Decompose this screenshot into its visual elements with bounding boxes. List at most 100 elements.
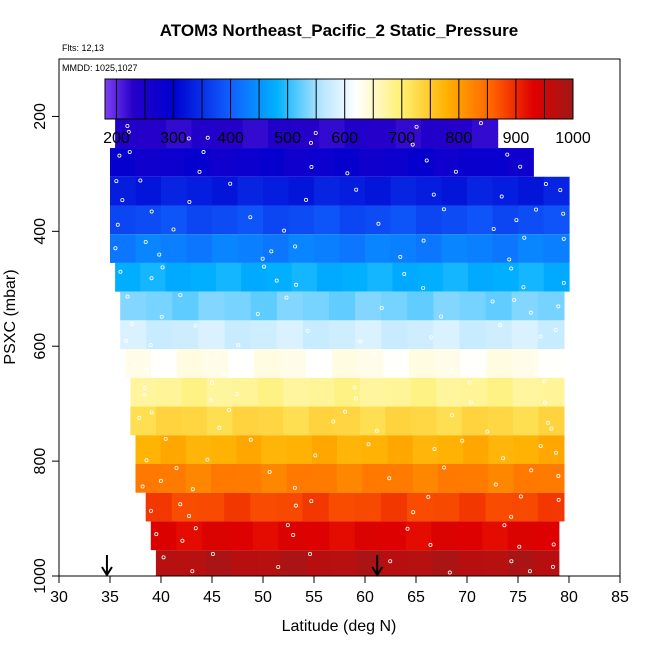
heatmap-cell bbox=[436, 406, 463, 436]
heatmap-cell bbox=[236, 463, 263, 493]
pressure-band bbox=[155, 550, 560, 576]
sample-point bbox=[478, 121, 483, 126]
heatmap-cell bbox=[161, 234, 188, 263]
sample-point bbox=[421, 285, 426, 290]
sample-point bbox=[542, 400, 547, 405]
sample-point bbox=[376, 221, 381, 226]
x-tick-label: 55 bbox=[305, 589, 323, 606]
sample-point bbox=[293, 244, 298, 249]
colorbar: 200 300 400 500 600 700 800 900 1000 bbox=[103, 78, 591, 147]
sample-point bbox=[558, 188, 563, 193]
heatmap-cell bbox=[329, 291, 356, 321]
sample-point bbox=[549, 426, 554, 431]
sample-point bbox=[517, 544, 522, 549]
heatmap-cell bbox=[284, 148, 310, 177]
heatmap-cell bbox=[460, 349, 488, 378]
sample-point bbox=[550, 564, 555, 569]
heatmap-cell bbox=[387, 435, 414, 464]
heatmap-cell bbox=[416, 234, 443, 263]
x-tick-label: 60 bbox=[356, 589, 374, 606]
heatmap-cell bbox=[172, 320, 200, 350]
sample-point bbox=[556, 304, 561, 309]
heatmap-cell bbox=[250, 492, 277, 522]
sample-point bbox=[262, 264, 267, 269]
sample-point bbox=[366, 442, 371, 447]
heatmap-cell bbox=[237, 234, 264, 263]
heatmap-cell bbox=[538, 435, 565, 464]
sample-point bbox=[551, 542, 556, 547]
sample-point bbox=[193, 323, 198, 328]
heatmap-cell bbox=[161, 176, 188, 206]
heatmap-cell bbox=[314, 176, 341, 206]
heatmap-cell bbox=[181, 377, 208, 407]
sample-point bbox=[460, 438, 465, 443]
sample-point bbox=[201, 150, 206, 155]
sample-point bbox=[527, 569, 532, 574]
sample-point bbox=[528, 310, 533, 315]
heatmap-cell bbox=[511, 492, 539, 522]
heatmap-cell bbox=[125, 349, 152, 378]
sample-point bbox=[505, 152, 510, 157]
sample-point bbox=[439, 314, 444, 319]
sample-point bbox=[509, 514, 514, 519]
colorbar-tick-label: 500 bbox=[274, 130, 301, 147]
heatmap-cell bbox=[217, 119, 244, 149]
y-tick-label: 400 bbox=[32, 218, 49, 245]
heatmap-cell bbox=[436, 377, 463, 407]
sample-point bbox=[521, 285, 526, 290]
heatmap-cell bbox=[381, 291, 408, 321]
heatmap-cell bbox=[513, 435, 540, 464]
sample-point bbox=[294, 282, 299, 287]
sample-point bbox=[205, 135, 210, 140]
heatmap-cell bbox=[250, 291, 278, 321]
sample-point bbox=[178, 502, 183, 507]
colorbar-tick-label: 200 bbox=[103, 130, 130, 147]
heatmap-cell bbox=[543, 262, 570, 292]
heatmap-cell bbox=[357, 349, 384, 378]
pressure-band bbox=[115, 262, 570, 292]
heatmap-cell bbox=[339, 176, 366, 206]
sample-point bbox=[158, 478, 163, 483]
heatmap-cell bbox=[487, 406, 514, 436]
colorbar-tick-label: 1000 bbox=[555, 130, 591, 147]
sample-point bbox=[490, 299, 495, 304]
colorbar-bar bbox=[104, 78, 574, 120]
heatmap-cell bbox=[456, 521, 483, 551]
heatmap-cell bbox=[280, 349, 307, 378]
heatmap-cell bbox=[365, 176, 392, 206]
heatmap-cell bbox=[355, 291, 382, 321]
pressure-band bbox=[110, 148, 534, 177]
heatmap-cell bbox=[362, 435, 389, 464]
sample-point bbox=[411, 510, 416, 515]
heatmap-cell bbox=[263, 176, 290, 206]
sample-point bbox=[561, 236, 566, 241]
sample-point bbox=[126, 129, 131, 134]
heatmap-cell bbox=[339, 205, 366, 235]
x-tick-label: 75 bbox=[509, 589, 527, 606]
sample-point bbox=[546, 420, 551, 425]
sample-point bbox=[209, 380, 214, 385]
sample-point bbox=[449, 413, 454, 418]
heatmap-cell bbox=[332, 550, 358, 576]
heatmap-cell bbox=[314, 234, 341, 263]
sample-point bbox=[358, 339, 363, 344]
heatmap-cell bbox=[212, 176, 239, 206]
heatmap-cell bbox=[305, 349, 333, 378]
heatmap-cell bbox=[334, 377, 361, 407]
heatmap-cell bbox=[288, 176, 315, 206]
sample-point bbox=[483, 350, 488, 355]
sample-point bbox=[309, 165, 314, 170]
heatmap-cell bbox=[441, 205, 468, 235]
heatmap-cell bbox=[488, 463, 515, 493]
sample-point bbox=[410, 142, 415, 147]
sample-point bbox=[352, 385, 357, 390]
heatmap-cell bbox=[433, 492, 460, 522]
sample-point bbox=[226, 407, 231, 412]
heatmap-cell bbox=[206, 406, 233, 436]
sample-point bbox=[154, 532, 159, 537]
heatmap-cell bbox=[185, 435, 212, 464]
sample-point bbox=[561, 211, 566, 216]
heatmap-cell bbox=[482, 521, 509, 551]
heatmap-cell bbox=[181, 406, 208, 436]
heatmap-cell bbox=[354, 492, 382, 522]
